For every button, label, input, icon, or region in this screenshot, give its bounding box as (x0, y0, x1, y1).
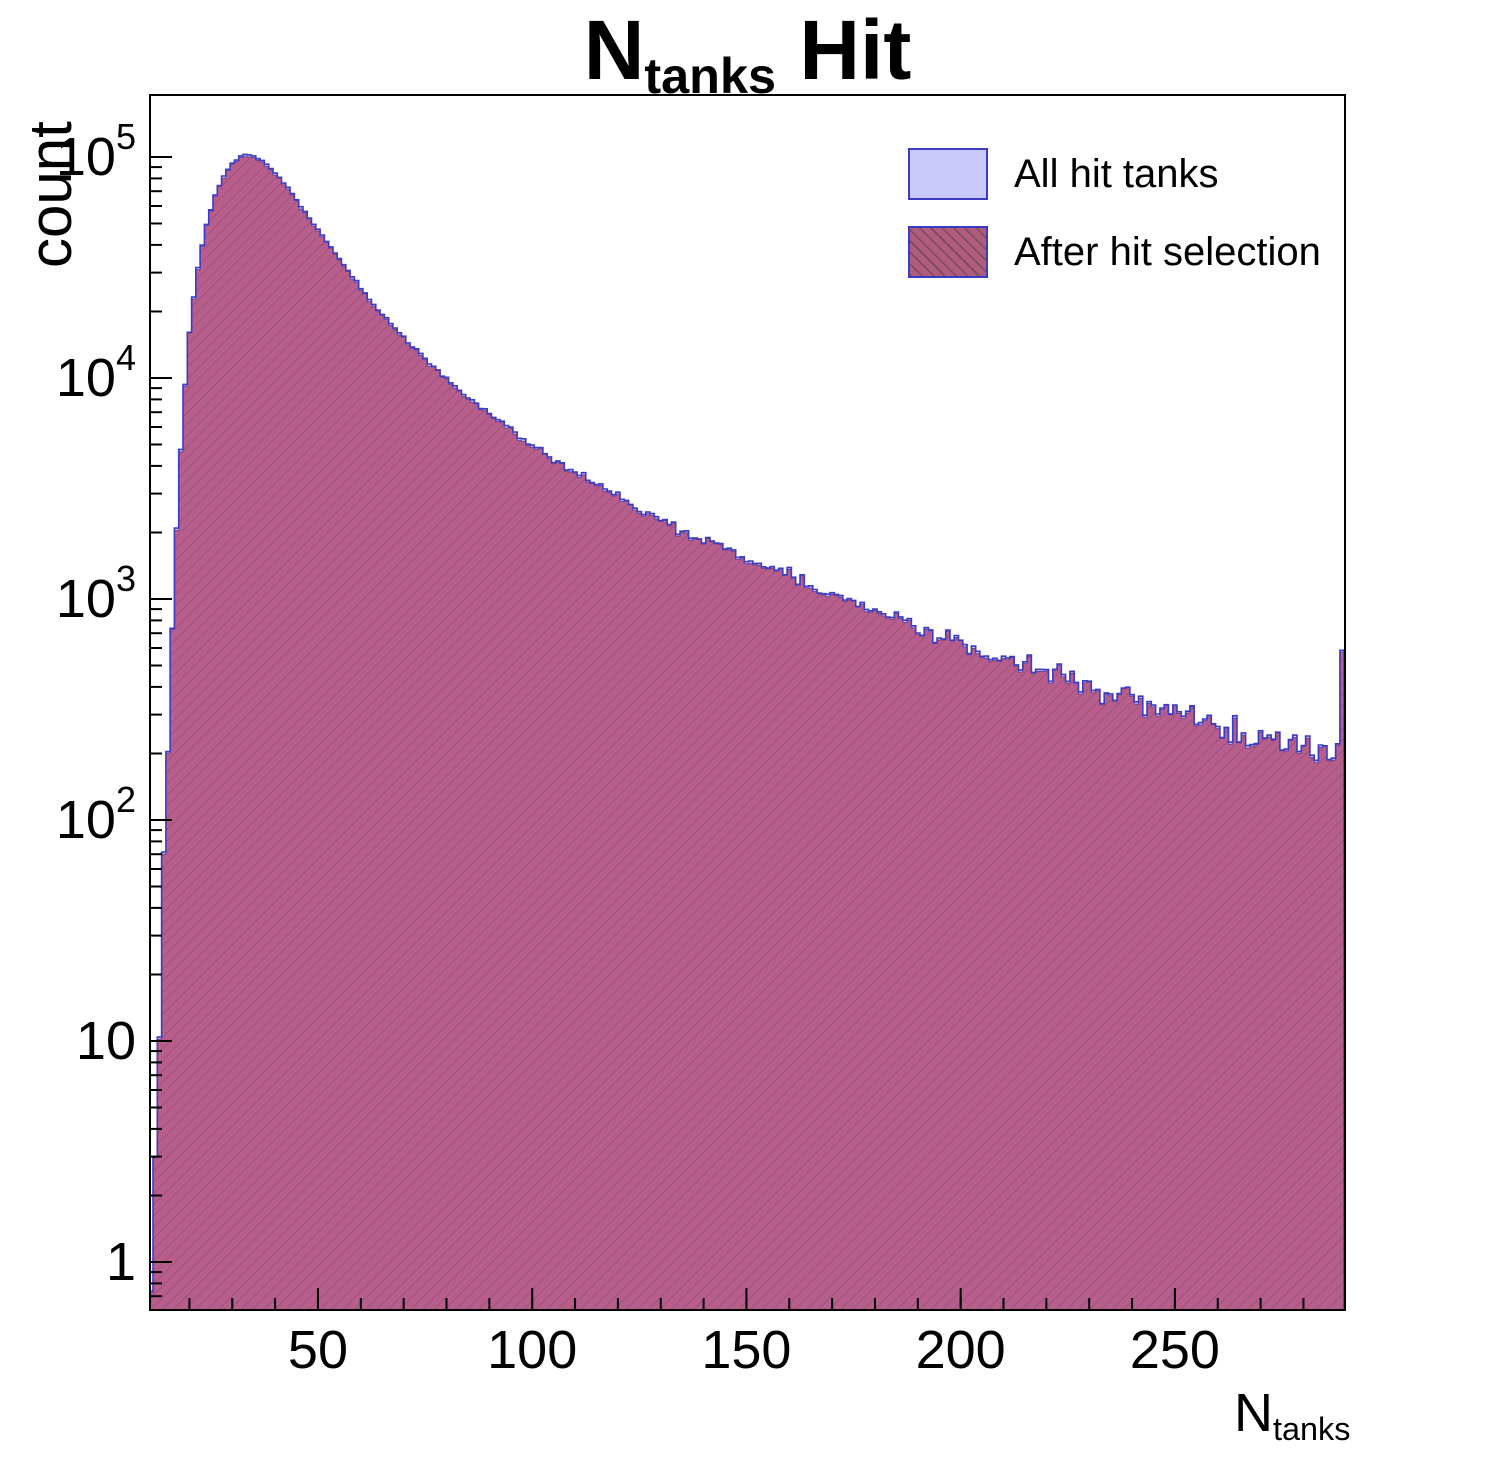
legend-item-all-hit-tanks: All hit tanks (908, 148, 1321, 200)
svg-text:104: 104 (56, 337, 136, 408)
svg-text:10: 10 (76, 1011, 136, 1071)
svg-text:1: 1 (106, 1232, 136, 1292)
legend-label-all-hit-tanks: All hit tanks (1014, 151, 1219, 196)
legend: All hit tanks After hit selection (908, 148, 1321, 304)
chart-title: Ntanks Hit (150, 2, 1345, 105)
legend-item-after-hit-selection: After hit selection (908, 226, 1321, 278)
legend-label-after-hit-selection: After hit selection (1014, 229, 1321, 274)
x-axis-title-prefix: N (1234, 1383, 1273, 1443)
svg-text:105: 105 (56, 116, 136, 187)
svg-text:100: 100 (487, 1320, 577, 1380)
svg-text:200: 200 (916, 1320, 1006, 1380)
chart-title-prefix: N (583, 3, 645, 97)
svg-text:50: 50 (288, 1320, 348, 1380)
svg-text:250: 250 (1130, 1320, 1220, 1380)
svg-text:103: 103 (56, 558, 136, 629)
x-axis-title: Ntanks (1234, 1382, 1350, 1448)
legend-swatch-all-hit-tanks (908, 148, 988, 200)
legend-swatch-after-hit-selection (908, 226, 988, 278)
chart-title-subscript: tanks (644, 47, 776, 105)
y-axis-title: count (17, 121, 84, 268)
x-axis-title-subscript: tanks (1273, 1411, 1351, 1448)
svg-text:150: 150 (701, 1320, 791, 1380)
chart-title-suffix: Hit (776, 3, 912, 97)
svg-text:102: 102 (56, 779, 136, 850)
